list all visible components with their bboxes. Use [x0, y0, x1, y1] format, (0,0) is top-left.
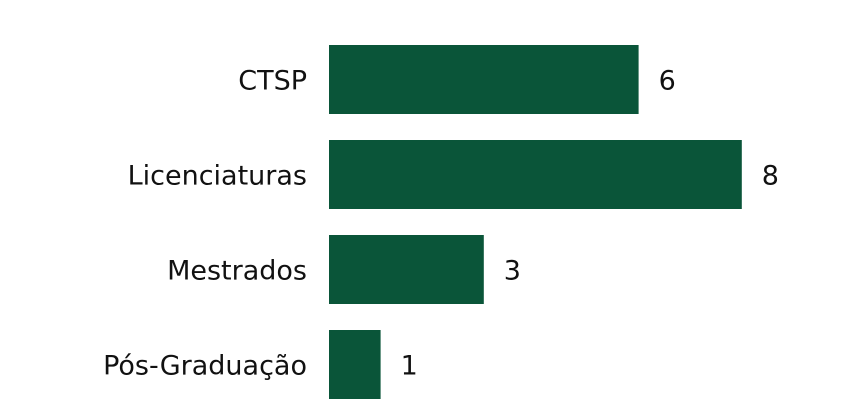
- category-label-licenciaturas: Licenciaturas: [128, 161, 307, 192]
- value-labels-group: 6 8 3 1: [401, 66, 779, 382]
- value-label-ctsp: 6: [659, 66, 676, 97]
- bar-mestrados: [329, 235, 484, 304]
- value-label-pos-graduacao: 1: [401, 351, 418, 382]
- category-labels-group: CTSP Licenciaturas Mestrados Pós-Graduação: [103, 66, 307, 382]
- bar-ctsp: [329, 45, 639, 114]
- bars-group: [329, 45, 742, 399]
- bar-pos-graduacao: [329, 330, 381, 399]
- value-label-mestrados: 3: [504, 256, 521, 287]
- category-label-mestrados: Mestrados: [167, 256, 307, 287]
- category-label-ctsp: CTSP: [238, 66, 307, 97]
- value-label-licenciaturas: 8: [762, 161, 779, 192]
- bar-licenciaturas: [329, 140, 742, 209]
- category-label-pos-graduacao: Pós-Graduação: [103, 351, 307, 382]
